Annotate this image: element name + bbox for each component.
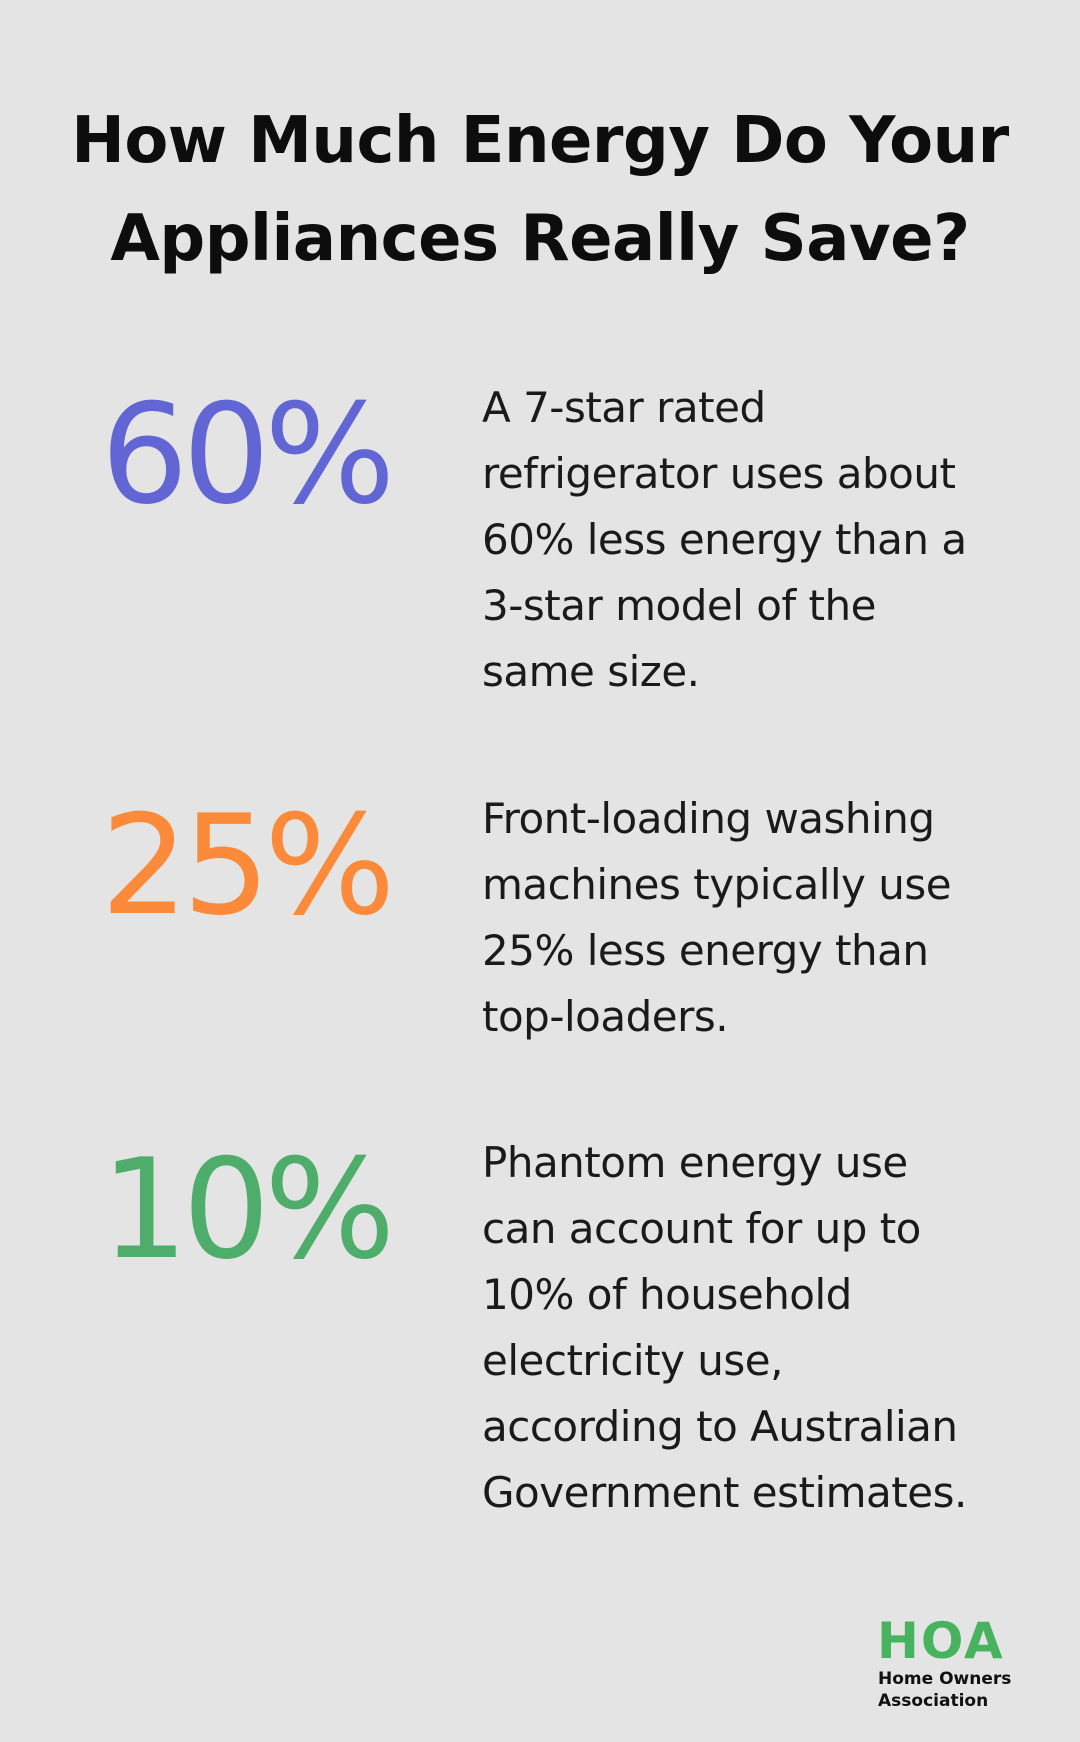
stat-description-line: same size. — [482, 647, 700, 696]
title-line-2: Appliances Really Save? — [110, 202, 970, 276]
stat-description-line: can account for up to — [482, 1204, 921, 1253]
stat-description-line: Government estimates. — [482, 1468, 967, 1517]
stat-description: A 7-star rated refrigerator uses about 6… — [482, 375, 1010, 705]
stat-description-line: Phantom energy use — [482, 1138, 908, 1187]
stat-description: Front-loading washing machines typically… — [482, 786, 1010, 1050]
hoa-logo: HOA Home Owners Association — [877, 1612, 1057, 1711]
stat-description-line: 10% of household — [482, 1270, 852, 1319]
stat-description-line: machines typically use — [482, 860, 952, 909]
stat-description-line: Front-loading washing — [482, 794, 935, 843]
page-title: How Much Energy Do Your Appliances Reall… — [0, 92, 1080, 288]
stat-description-line: 3-star model of the — [482, 581, 876, 630]
stat-description-line: according to Australian — [482, 1402, 958, 1451]
stat-value: 25% — [100, 785, 396, 946]
stat-description: Phantom energy use can account for up to… — [482, 1130, 1010, 1526]
stat-description-line: A 7-star rated — [482, 383, 766, 432]
logo-mark: HOA — [877, 1612, 1005, 1670]
title-line-1: How Much Energy Do Your — [71, 104, 1009, 178]
stat-description-line: 25% less energy than — [482, 926, 929, 975]
stat-description-line: top-loaders. — [482, 992, 729, 1041]
logo-text-line-2: Association — [878, 1691, 989, 1711]
stat-description-line: refrigerator uses about — [482, 449, 956, 498]
stat-value: 10% — [100, 1129, 396, 1290]
stat-description-line: electricity use, — [482, 1336, 783, 1385]
stat-description-line: 60% less energy than a — [482, 515, 967, 564]
logo-text-line-1: Home Owners — [878, 1669, 1012, 1689]
stat-value: 60% — [100, 374, 396, 535]
